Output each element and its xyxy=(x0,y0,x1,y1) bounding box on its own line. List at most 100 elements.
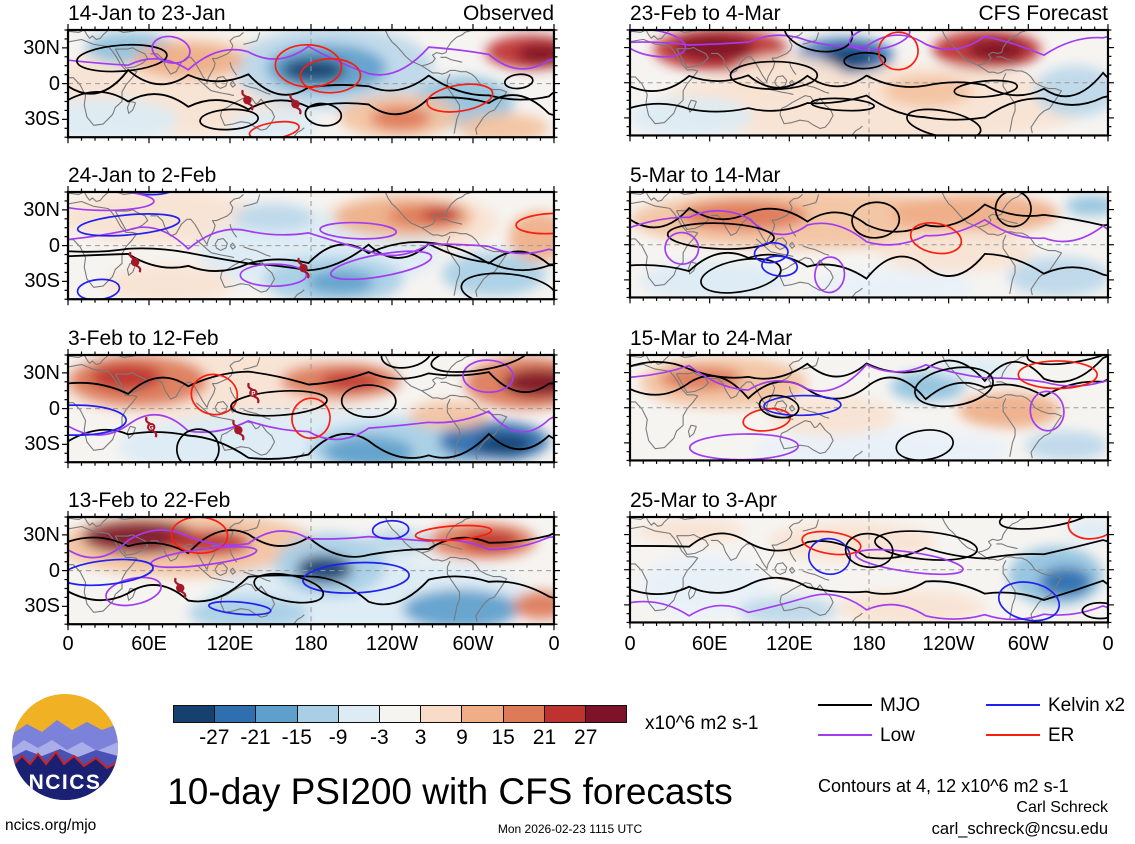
colorbar-segment xyxy=(379,706,422,722)
svg-text:NCICS: NCICS xyxy=(29,771,102,794)
colorbar-tick-label: -3 xyxy=(370,726,389,749)
colorbar-segment xyxy=(338,706,380,722)
colorbar-segment xyxy=(297,706,339,722)
x-axis-label: 60E xyxy=(131,633,167,655)
svg-text:G: G xyxy=(149,425,154,431)
map-canvas xyxy=(624,24,1114,142)
panel-border xyxy=(66,353,556,464)
y-axis-label: 30S xyxy=(24,433,60,455)
map-panel-observed-1: 14-Jan to 23-Jan Observed xyxy=(61,2,560,144)
colorbar-tick-label: 21 xyxy=(532,726,557,749)
colorbar-tick-label: 27 xyxy=(574,726,598,749)
legend-label-er: ER xyxy=(1048,725,1075,746)
legend-label-mjo: MJO xyxy=(880,695,921,716)
map-panel-observed-2: 24-Jan to 2-Feb xyxy=(61,164,560,306)
y-axis-label: 0 xyxy=(48,397,60,420)
colorbar-segment xyxy=(215,706,257,722)
colorbar xyxy=(173,705,627,723)
colorbar-tick-label: -15 xyxy=(281,726,312,749)
legend-line-kelvin xyxy=(986,704,1040,706)
axis-ticks xyxy=(61,348,560,469)
map-canvas: PG xyxy=(61,348,560,469)
panel-border xyxy=(66,515,556,626)
panel-border xyxy=(628,353,1110,462)
tropical-cyclone-marker xyxy=(232,419,245,441)
map-canvas xyxy=(61,23,560,144)
ncics-logo: NCICS xyxy=(12,694,118,800)
x-axis-label: 60E xyxy=(691,633,728,655)
y-axis-label: 30S xyxy=(24,595,60,617)
x-axis-label: 120W xyxy=(365,633,419,655)
tropical-cyclone-marker xyxy=(289,93,302,115)
tropical-cyclone-marker xyxy=(174,577,187,599)
panel-border xyxy=(628,28,1110,137)
colorbar-tick-label: -9 xyxy=(328,726,348,749)
panel-title: 13-Feb to 22-Feb xyxy=(68,489,231,512)
x-axis-label: 120W xyxy=(922,633,975,655)
y-axis-label: 30N xyxy=(23,524,60,546)
map-canvas xyxy=(624,349,1114,467)
legend-label-low: Low xyxy=(880,725,915,746)
colorbar-tick-label: 9 xyxy=(456,726,468,749)
svg-text:P: P xyxy=(251,391,255,397)
coastlines xyxy=(630,192,1063,298)
x-axis-label: 60W xyxy=(1007,633,1049,655)
y-axis-label: 0 xyxy=(48,234,60,257)
panel-source-tag: CFS Forecast xyxy=(978,2,1108,25)
colorbar-tick-label: -27 xyxy=(199,726,230,749)
y-axis-label: 30N xyxy=(23,199,60,221)
colorbar-segment xyxy=(544,706,586,722)
contour-levels-note: Contours at 4, 12 x10^6 m2 s-1 xyxy=(818,776,1069,796)
panel-border xyxy=(628,515,1110,624)
tropical-cyclone-marker: P xyxy=(247,382,260,404)
colorbar-tick-label: 15 xyxy=(491,726,515,749)
x-axis-label: 60W xyxy=(452,633,494,655)
map-panel-forecast-4: 25-Mar to 3-Apr xyxy=(624,489,1114,629)
y-axis-label: 30N xyxy=(23,37,60,59)
colorbar-tick-label: -21 xyxy=(240,726,271,749)
map-canvas xyxy=(61,510,560,631)
panel-source-tag: Observed xyxy=(462,2,554,25)
map-panel-forecast-3: 15-Mar to 24-Mar xyxy=(624,327,1114,467)
panel-border xyxy=(628,190,1110,299)
tropical-cyclone-marker xyxy=(241,89,254,111)
coastlines xyxy=(68,30,508,138)
map-panel-observed-4: 13-Feb to 22-Feb xyxy=(61,489,560,631)
y-axis-label: 30N xyxy=(23,362,60,384)
panel-title: 14-Jan to 23-Jan xyxy=(68,2,226,25)
colorbar-tick-label: 3 xyxy=(414,726,427,749)
timestamp: Mon 2026-02-23 1115 UTC xyxy=(497,822,643,836)
y-axis-label: 30S xyxy=(24,270,60,292)
legend-line-low xyxy=(818,734,872,736)
colorbar-segment xyxy=(503,706,545,722)
x-axis-label: 180 xyxy=(852,633,886,655)
panel-title: 5-Mar to 14-Mar xyxy=(630,164,781,187)
colorbar-units-label: x10^6 m2 s-1 xyxy=(645,713,759,734)
colorbar-segment xyxy=(585,706,627,722)
map-canvas xyxy=(61,185,560,306)
author-credit: Carl Schreck xyxy=(1016,799,1108,816)
y-axis-label: 0 xyxy=(48,72,60,95)
x-axis-label: 0 xyxy=(548,633,560,655)
x-axis-label: 0 xyxy=(624,633,636,655)
x-axis-label: 120E xyxy=(206,633,254,655)
map-panel-forecast-1: 23-Feb to 4-Mar CFS Forecast xyxy=(624,2,1114,142)
panel-title: 3-Feb to 12-Feb xyxy=(68,327,219,350)
x-axis-label: 0 xyxy=(1102,633,1114,655)
tropical-cyclone-marker xyxy=(297,257,310,279)
panel-title: 25-Mar to 3-Apr xyxy=(630,489,778,512)
x-axis-label: 120E xyxy=(765,633,813,655)
legend-line-mjo xyxy=(818,704,872,706)
legend-line-er xyxy=(986,734,1040,736)
panel-title: 23-Feb to 4-Mar xyxy=(630,2,781,25)
figure-title: 10-day PSI200 with CFS forecasts xyxy=(167,771,733,812)
map-panel-forecast-2: 5-Mar to 14-Mar xyxy=(624,164,1114,304)
x-axis-label: 0 xyxy=(62,633,74,655)
y-axis-label: 30S xyxy=(24,108,60,130)
colorbar-segment xyxy=(421,706,463,722)
panel-title: 24-Jan to 2-Feb xyxy=(68,164,217,187)
legend-label-kelvin: Kelvin x2 xyxy=(1048,695,1126,716)
map-canvas xyxy=(624,511,1114,629)
